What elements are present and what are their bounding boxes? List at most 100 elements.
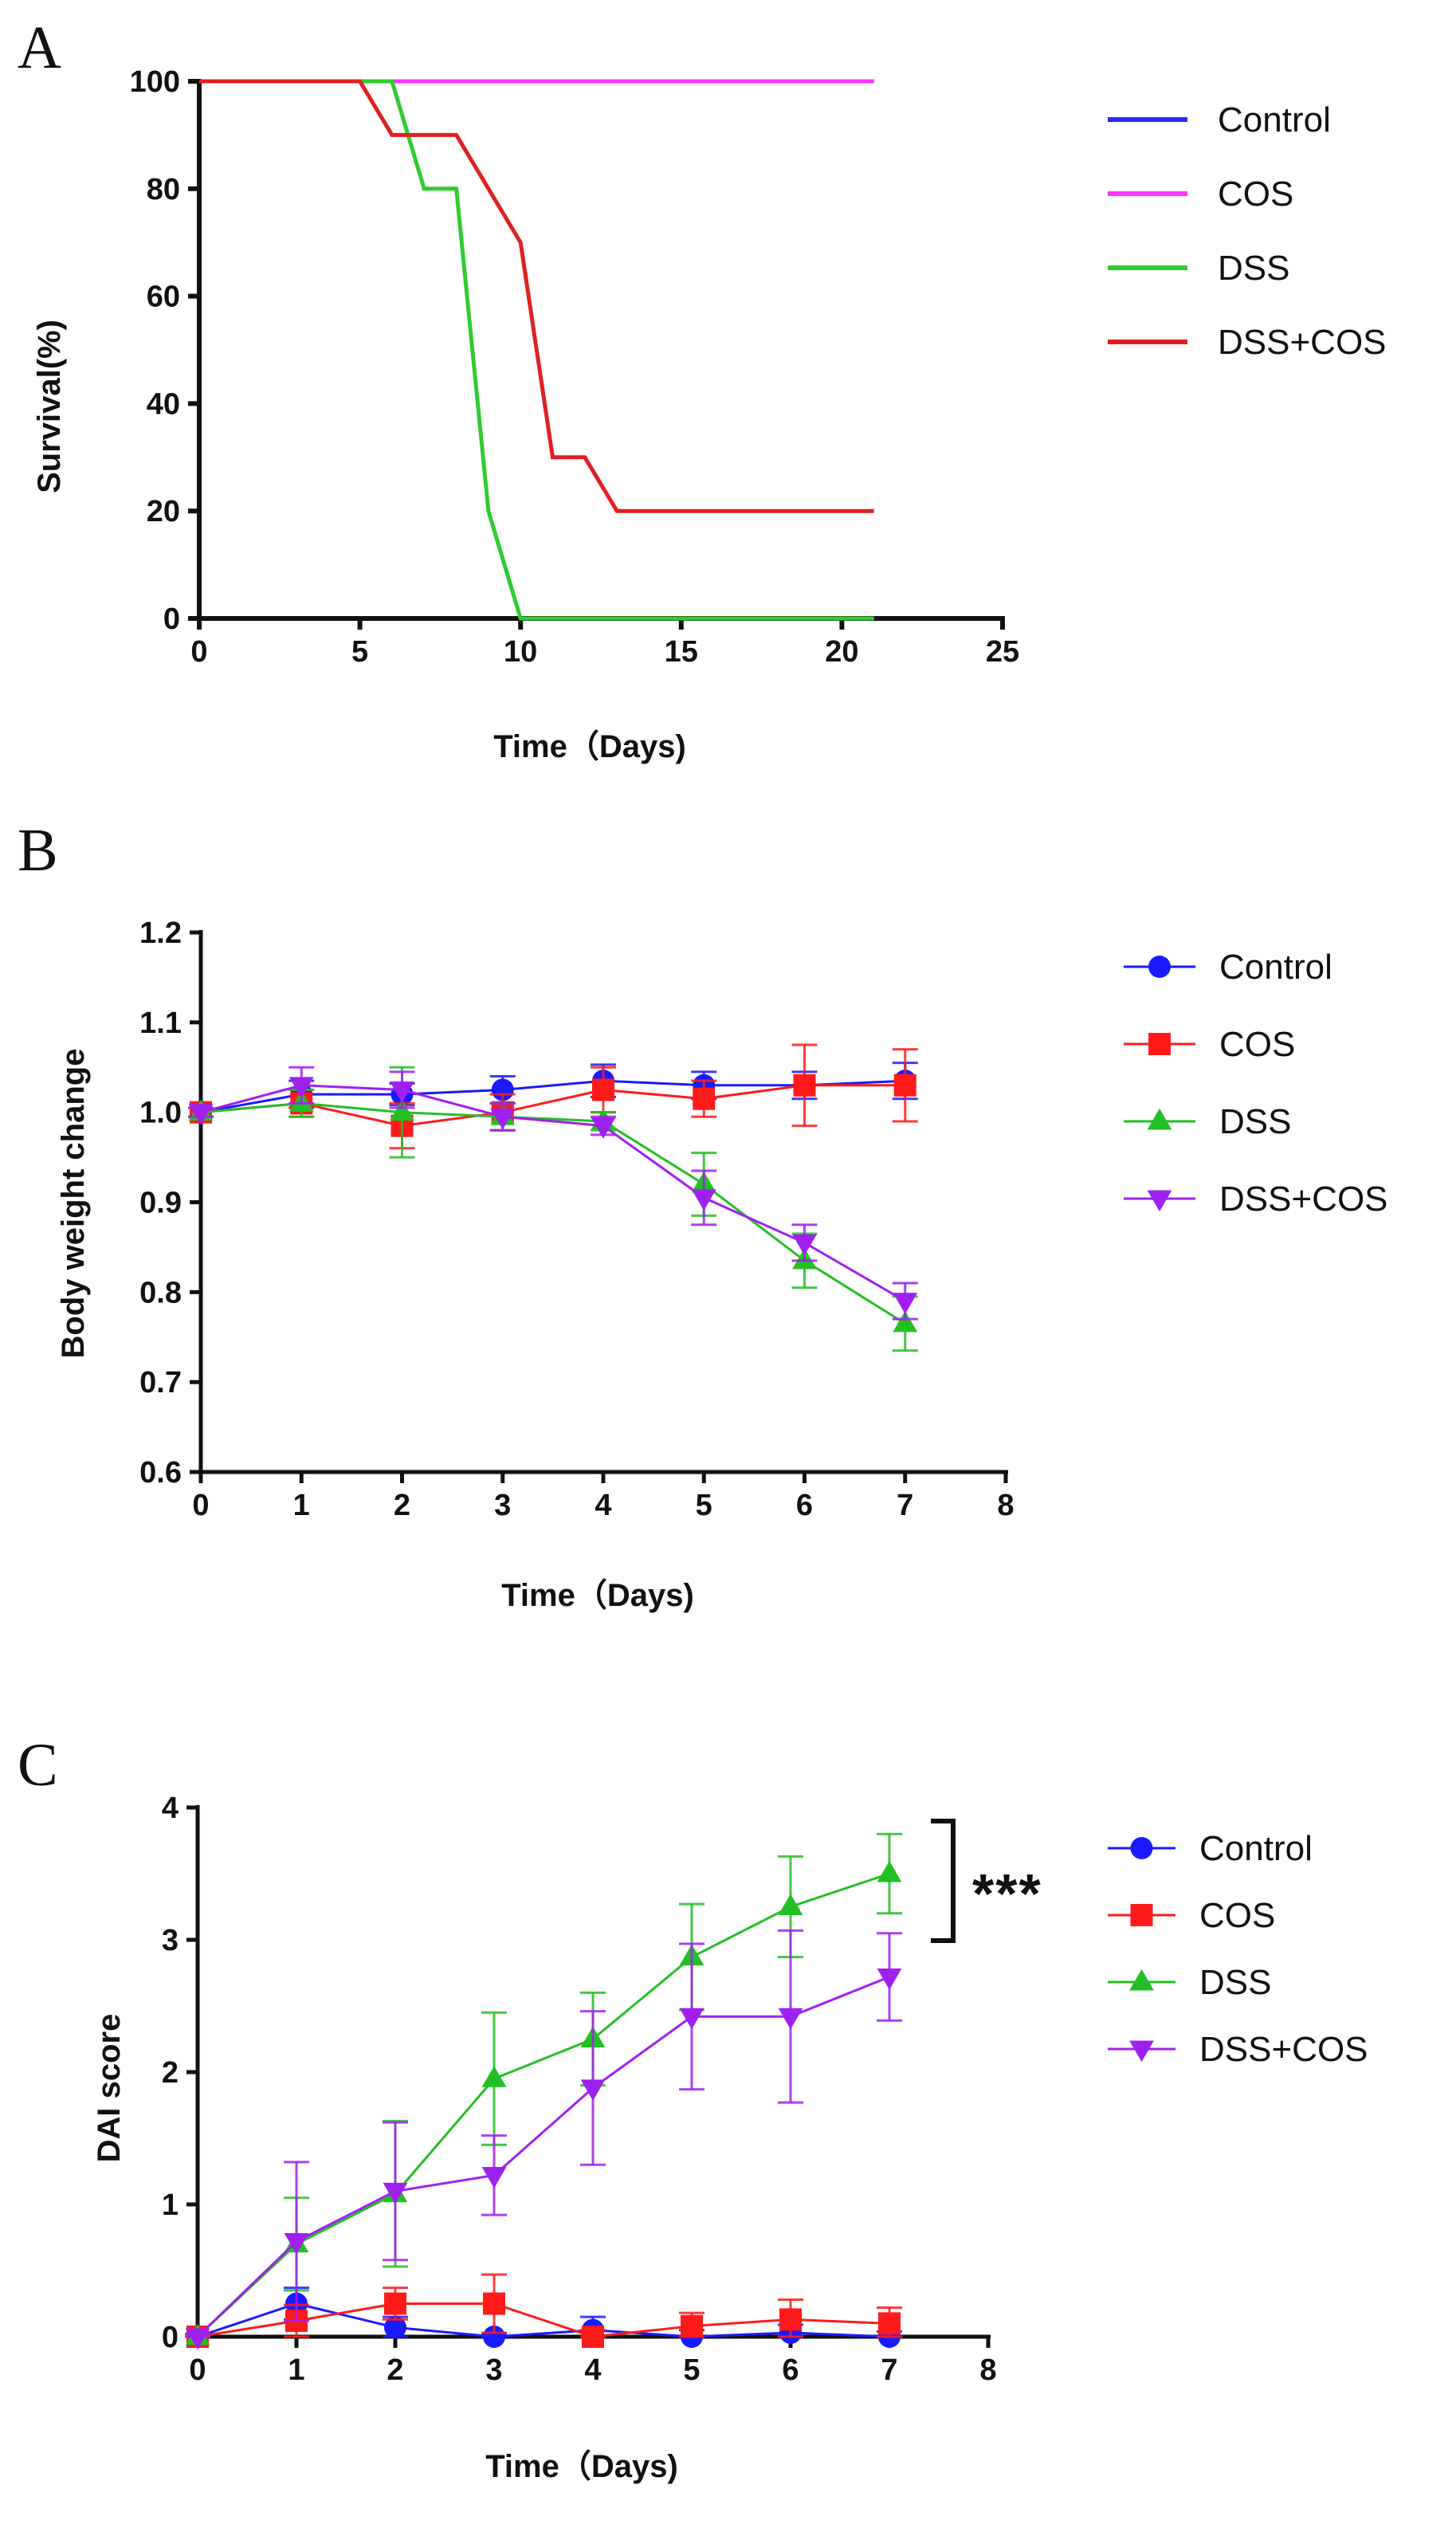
panel-a-x-tick-label: 25 [986, 635, 1019, 669]
data-point-cos [592, 1078, 614, 1101]
legend-c-swatch-marker [1129, 2040, 1154, 2063]
panel-a-y-tick-label: 100 [130, 65, 180, 99]
data-point-cos [793, 1074, 816, 1097]
legend-a-label-dss: DSS [1218, 249, 1289, 288]
data-point-dss-cos [288, 1077, 314, 1098]
panel-c-xlabel: Time（Days) [485, 2449, 678, 2484]
series-dss-cos [188, 1066, 918, 1321]
legend-c-swatch-control [1108, 1837, 1175, 1859]
panel-b-legend: Control COS DSS DSS+COS [1124, 948, 1388, 1219]
data-point-dss [481, 2066, 507, 2087]
data-point-dss-cos [481, 2166, 507, 2188]
panel-b: B 0 1 2 3 4 5 6 7 8 0.6 0.7 0.8 0.9 1.0 1.1 1.2 Body we… [18, 817, 1388, 1613]
panel-b-y-tick-label: 0.7 [139, 1366, 182, 1399]
legend-b-swatch-cos [1124, 1033, 1195, 1055]
series-dss [188, 1066, 918, 1352]
series-line-dss [200, 1101, 906, 1325]
legend-c-swatch-marker [1130, 1904, 1153, 1926]
data-point-cos [384, 2292, 406, 2315]
series-cos [188, 1043, 918, 1150]
panel-b-ylabel: Body weight change [56, 1049, 91, 1359]
panel-c-x-tick-label: 6 [782, 2353, 799, 2387]
panel-a-y-tick-label: 40 [147, 387, 180, 421]
panel-b-y-tick-label: 1.0 [139, 1097, 182, 1130]
series-dss-cos [185, 1929, 902, 2350]
panel-a-y-tick-label: 60 [147, 281, 180, 314]
legend-c-label-dss: DSS [1199, 1963, 1271, 2002]
panel-c-x-tick-label: 1 [288, 2353, 304, 2387]
panel-c-x-tick-label: 5 [683, 2353, 700, 2387]
legend-c-swatch-dss-cos [1108, 2040, 1175, 2063]
panel-a-x-tick-label: 0 [190, 635, 207, 669]
data-point-cos [582, 2326, 604, 2348]
legend-a-label-control: Control [1218, 100, 1331, 139]
data-point-dss-cos [580, 2079, 606, 2102]
panel-a-ylabel: Survival(%) [32, 320, 67, 493]
data-point-dss-cos [490, 1108, 516, 1130]
data-point-dss [893, 1310, 918, 1333]
series-line-dss-cos [200, 1084, 906, 1302]
legend-b-label-dss-cos: DSS+COS [1219, 1180, 1388, 1219]
panel-b-y-tick-label: 0.8 [139, 1276, 182, 1309]
data-point-dss-cos [284, 2232, 309, 2255]
panel-b-y-tick-label: 0.9 [139, 1187, 182, 1220]
legend-b-swatch-marker [1147, 1190, 1172, 1212]
panel-b-y-tick-label: 1.2 [139, 917, 182, 950]
panel-b-x-tick-label: 8 [997, 1489, 1014, 1522]
data-point-dss-cos [185, 2328, 210, 2350]
data-point-dss [390, 1099, 414, 1121]
panel-a-y-tick-label: 0 [163, 603, 180, 636]
legend-c-label-dss-cos: DSS+COS [1199, 2030, 1368, 2069]
series-line-dss [196, 1872, 890, 2338]
data-point-dss-cos [390, 1081, 414, 1103]
legend-b-swatch-dss [1124, 1108, 1195, 1130]
data-point-cos [878, 2312, 901, 2335]
legend-b-label-control: Control [1219, 948, 1332, 987]
data-point-cos [693, 1087, 716, 1110]
data-point-dss [778, 1894, 803, 1915]
series-line-control [200, 1079, 905, 1114]
panel-c-letter: C [18, 1732, 58, 1799]
panel-c-ylabel: DAI score [92, 2014, 127, 2163]
panel-b-x-tick-label: 0 [192, 1489, 209, 1522]
legend-b-swatch-dss-cos [1124, 1190, 1195, 1212]
legend-c-swatch-marker [1130, 1837, 1153, 1859]
panel-b-plot: 0 1 2 3 4 5 6 7 8 0.6 0.7 0.8 0.9 1.0 1.1 1.2 [139, 917, 1014, 1522]
data-point-cos [483, 2292, 505, 2315]
panel-b-x-tick-label: 1 [293, 1489, 310, 1522]
panel-a: A 0 5 10 15 20 25 0 20 40 60 80 100 Survival(%) Tim… [18, 14, 1387, 764]
panel-c-x-tick-label: 4 [584, 2353, 601, 2387]
panel-c-y-tick-label: 2 [162, 2056, 179, 2090]
legend-a-label-dss-cos: DSS+COS [1218, 323, 1387, 362]
legend-c-label-cos: COS [1199, 1896, 1275, 1935]
panel-a-x-tick-label: 10 [504, 635, 537, 669]
series-line-cos [200, 1084, 905, 1128]
panel-b-xlabel: Time（Days) [501, 1578, 694, 1613]
data-point-dss [877, 1860, 902, 1882]
panel-a-x-tick-label: 20 [825, 635, 858, 669]
series-cos [185, 2273, 902, 2348]
significance-label: *** [972, 1863, 1042, 1925]
panel-a-x-tick-label: 5 [351, 635, 368, 669]
data-point-dss-cos [591, 1117, 616, 1139]
legend-b-swatch-marker [1147, 1108, 1172, 1130]
panel-c-y-tick-label: 4 [162, 1792, 179, 1825]
legend-c-swatch-marker [1129, 1969, 1154, 1991]
panel-a-letter: A [18, 14, 61, 81]
legend-b-swatch-control [1124, 956, 1195, 978]
series-line-dss [199, 79, 874, 621]
panel-b-x-tick-label: 7 [897, 1489, 913, 1522]
panel-c-x-tick-label: 7 [881, 2353, 897, 2387]
data-point-dss-cos [893, 1293, 918, 1314]
legend-b-swatch-marker [1148, 1033, 1171, 1055]
series-line-dss-cos [199, 79, 874, 513]
panel-b-x-tick-label: 6 [796, 1489, 813, 1522]
panel-b-x-tick-label: 4 [595, 1489, 611, 1522]
data-point-control [483, 2326, 505, 2348]
data-point-control [384, 2316, 406, 2339]
panel-c-legend: Control COS DSS DSS+COS [1108, 1829, 1368, 2069]
panel-b-x-tick-label: 3 [494, 1489, 511, 1522]
data-point-cos [681, 2314, 703, 2338]
